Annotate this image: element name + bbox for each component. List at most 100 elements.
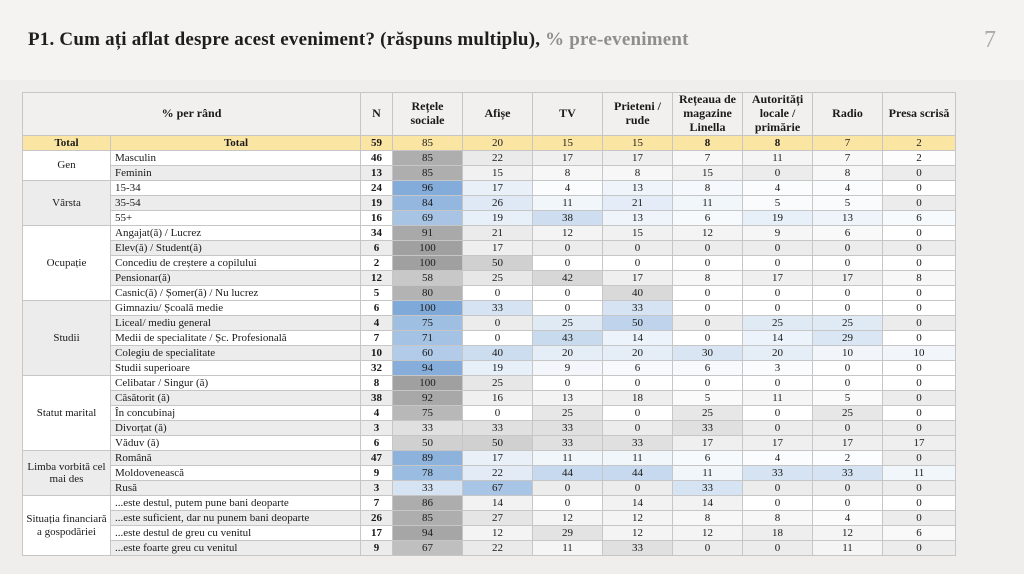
value-cell: 33 xyxy=(462,300,534,316)
value-cell: 25 xyxy=(812,405,884,421)
value-cell: 33 xyxy=(602,540,674,556)
row-label-cell: Casnic(ă) / Șomer(ă) / Nu lucrez xyxy=(109,285,362,301)
value-cell: 75 xyxy=(392,405,464,421)
table-row: Rusă 3 33 67 0 0 33 0 0 0 xyxy=(23,480,957,496)
value-cell: 0 xyxy=(672,255,744,271)
table-row: Concediu de creștere a copilului 2 100 50 0 0… xyxy=(23,255,957,271)
row-label-cell: Văduv (ă) xyxy=(109,435,362,451)
row-n-cell: 6 xyxy=(360,300,394,316)
group-cell: Situația financiară a gospodăriei xyxy=(22,495,111,556)
table-row: ...este destul de greu cu venitul 17 94 12 2… xyxy=(23,525,957,541)
value-cell: 50 xyxy=(392,435,464,451)
table-row: Feminin 13 85 15 8 8 15 0 8 0 xyxy=(23,165,957,181)
row-label-cell: Moldovenească xyxy=(109,465,362,481)
row-n-cell: 4 xyxy=(360,315,394,331)
value-cell: 0 xyxy=(532,240,604,256)
value-cell: 38 xyxy=(532,210,604,226)
group-cell: Ocupație xyxy=(22,225,111,301)
row-label-cell: ...este destul, putem pune bani deoparte xyxy=(109,495,362,511)
value-cell: 85 xyxy=(392,510,464,526)
value-cell: 4 xyxy=(532,180,604,196)
value-cell: 78 xyxy=(392,465,464,481)
value-cell: 13 xyxy=(812,210,884,226)
value-cell: 26 xyxy=(462,195,534,211)
table-row: Liceal/ mediu general 4 75 0 25 50 0 25 25 0 xyxy=(23,315,957,331)
value-cell: 17 xyxy=(462,450,534,466)
value-cell: 0 xyxy=(742,165,814,181)
row-label-cell: Pensionar(ă) xyxy=(109,270,362,286)
value-cell: 15 xyxy=(602,225,674,241)
value-cell: 22 xyxy=(462,150,534,166)
table-row: Studii superioare 32 94 19 9 6 6 3 0 0 xyxy=(23,360,957,376)
row-n-cell: 24 xyxy=(360,180,394,196)
table-row: Vârsta 15-34 24 96 17 4 13 8 4 4 0 xyxy=(22,180,957,226)
value-cell: 94 xyxy=(392,360,464,376)
row-label-cell: Română xyxy=(109,450,362,466)
value-cell: 33 xyxy=(672,420,744,436)
value-cell: 100 xyxy=(392,255,464,271)
header-row-label: % per rând xyxy=(21,92,362,136)
value-cell: 20 xyxy=(532,345,604,361)
row-n-cell: 9 xyxy=(360,540,394,556)
row-label-cell: 35-54 xyxy=(109,195,362,211)
value-cell: 0 xyxy=(882,495,957,511)
value-cell: 13 xyxy=(602,210,674,226)
value-cell: 0 xyxy=(602,375,674,391)
value-cell: 21 xyxy=(602,195,674,211)
row-label-cell: Celibatar / Singur (ă) xyxy=(109,375,362,391)
value-cell: 21 xyxy=(462,225,534,241)
value-cell: 12 xyxy=(462,525,534,541)
value-cell: 19 xyxy=(742,210,814,226)
total-value-cell: 15 xyxy=(602,135,674,151)
value-cell: 17 xyxy=(742,270,814,286)
row-n-cell: 38 xyxy=(360,390,394,406)
page-title-sub: % pre-eveniment xyxy=(545,29,689,50)
value-cell: 85 xyxy=(392,165,464,181)
value-cell: 0 xyxy=(742,420,814,436)
total-n-cell: 59 xyxy=(360,135,394,151)
value-cell: 8 xyxy=(882,270,957,286)
value-cell: 13 xyxy=(602,180,674,196)
value-cell: 11 xyxy=(882,465,957,481)
row-n-cell: 34 xyxy=(360,225,394,241)
value-cell: 17 xyxy=(742,435,814,451)
value-cell: 50 xyxy=(602,315,674,331)
value-cell: 100 xyxy=(392,375,464,391)
value-cell: 17 xyxy=(602,150,674,166)
value-cell: 12 xyxy=(532,510,604,526)
value-cell: 0 xyxy=(672,285,744,301)
value-cell: 12 xyxy=(602,510,674,526)
value-cell: 0 xyxy=(812,420,884,436)
group-cell: Limba vorbită cel mai des xyxy=(22,450,111,496)
value-cell: 27 xyxy=(462,510,534,526)
row-label-cell: În concubinaj xyxy=(109,405,362,421)
total-value-cell: 85 xyxy=(392,135,464,151)
value-cell: 6 xyxy=(672,360,744,376)
value-cell: 17 xyxy=(812,435,884,451)
row-label-cell: Căsătorit (ă) xyxy=(109,390,362,406)
value-cell: 0 xyxy=(882,255,957,271)
value-cell: 0 xyxy=(882,420,957,436)
value-cell: 17 xyxy=(462,180,534,196)
row-n-cell: 7 xyxy=(360,330,394,346)
value-cell: 15 xyxy=(462,165,534,181)
value-cell: 3 xyxy=(742,360,814,376)
value-cell: 0 xyxy=(882,315,957,331)
value-cell: 0 xyxy=(602,420,674,436)
value-cell: 8 xyxy=(672,510,744,526)
value-cell: 8 xyxy=(742,510,814,526)
value-cell: 14 xyxy=(742,330,814,346)
value-cell: 33 xyxy=(532,420,604,436)
value-cell: 5 xyxy=(672,390,744,406)
row-n-cell: 9 xyxy=(360,465,394,481)
value-cell: 67 xyxy=(462,480,534,496)
table-row: Divorțat (ă) 3 33 33 33 0 33 0 0 0 xyxy=(23,420,957,436)
table-row: Moldovenească 9 78 22 44 44 11 33 33 11 xyxy=(23,465,957,481)
value-cell: 0 xyxy=(532,480,604,496)
value-cell: 0 xyxy=(882,510,957,526)
value-cell: 11 xyxy=(672,465,744,481)
value-cell: 8 xyxy=(672,270,744,286)
value-cell: 0 xyxy=(672,375,744,391)
row-n-cell: 17 xyxy=(360,525,394,541)
value-cell: 0 xyxy=(672,300,744,316)
